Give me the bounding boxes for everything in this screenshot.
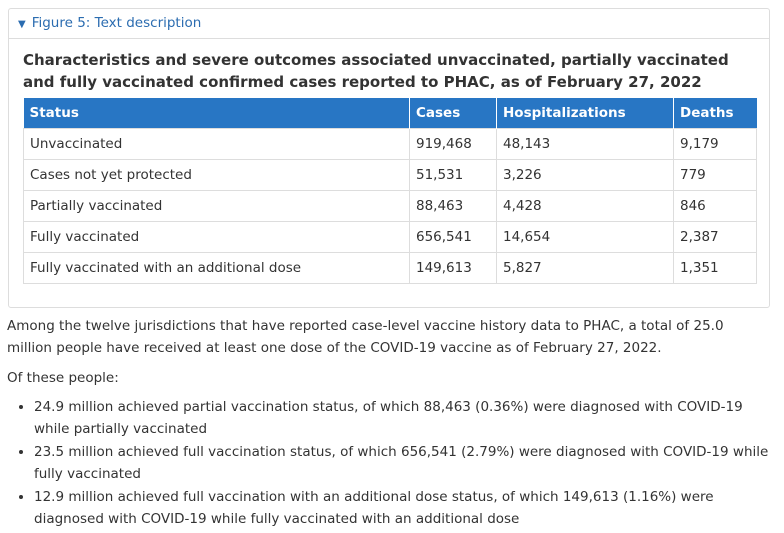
table-row: Unvaccinated 919,468 48,143 9,179: [23, 128, 757, 160]
table-cell: 9,179: [673, 128, 757, 160]
column-header: Deaths: [673, 98, 757, 129]
bullet-item: 12.9 million achieved full vaccination w…: [34, 486, 774, 530]
paragraph: Among the twelve jurisdictions that have…: [7, 318, 724, 356]
bullet-item: 24.9 million achieved partial vaccinatio…: [34, 396, 774, 440]
bullet-list: 24.9 million achieved partial vaccinatio…: [7, 396, 774, 531]
table-title: Characteristics and severe outcomes asso…: [23, 51, 729, 91]
table-cell: Cases not yet protected: [23, 159, 410, 191]
table-cell: 51,531: [409, 159, 497, 191]
table-cell: 656,541: [409, 221, 497, 253]
table-cell: 149,613: [409, 252, 497, 284]
table-cell: 14,654: [496, 221, 674, 253]
table-cell: 88,463: [409, 190, 497, 222]
toggle-icon: ▼: [18, 19, 26, 30]
table-cell: Fully vaccinated with an additional dose: [23, 252, 410, 284]
table-cell: 846: [673, 190, 757, 222]
summary-text[interactable]: Figure 5: Text description: [31, 15, 202, 31]
table-cell: Partially vaccinated: [23, 190, 410, 222]
table-cell: 3,226: [496, 159, 674, 191]
column-header: Cases: [409, 98, 497, 129]
table-cell: 1,351: [673, 252, 757, 284]
table-cell: 2,387: [673, 221, 757, 253]
table-cell: Fully vaccinated: [23, 221, 410, 253]
intro: Of these people:: [7, 370, 119, 386]
table-cell: Unvaccinated: [23, 128, 410, 160]
details-summary[interactable]: ▼ Figure 5: Text description: [9, 9, 769, 39]
column-header: Hospitalizations: [496, 98, 674, 129]
data-table: Status Cases Hospitalizations Deaths Unvacc…: [23, 98, 757, 284]
column-header: Status: [23, 98, 410, 129]
table-cell: 4,428: [496, 190, 674, 222]
table-cell: 779: [673, 159, 757, 191]
table-row: Cases not yet protected 51,531 3,226 779: [23, 159, 757, 191]
details-box: ▼ Figure 5: Text description Characterist…: [8, 8, 770, 308]
header-row: Status Cases Hospitalizations Deaths: [23, 98, 757, 129]
table-row: Partially vaccinated 88,463 4,428 846: [23, 190, 757, 222]
table-row: Fully vaccinated 656,541 14,654 2,387: [23, 221, 757, 253]
table-row: Fully vaccinated with an additional dose…: [23, 252, 757, 284]
bullet-item: 23.5 million achieved full vaccination s…: [34, 441, 774, 485]
table-body: Unvaccinated 919,468 48,143 9,179 Cases not …: [23, 128, 757, 284]
table-cell: 5,827: [496, 252, 674, 284]
table-cell: 48,143: [496, 128, 674, 160]
table-cell: 919,468: [409, 128, 497, 160]
